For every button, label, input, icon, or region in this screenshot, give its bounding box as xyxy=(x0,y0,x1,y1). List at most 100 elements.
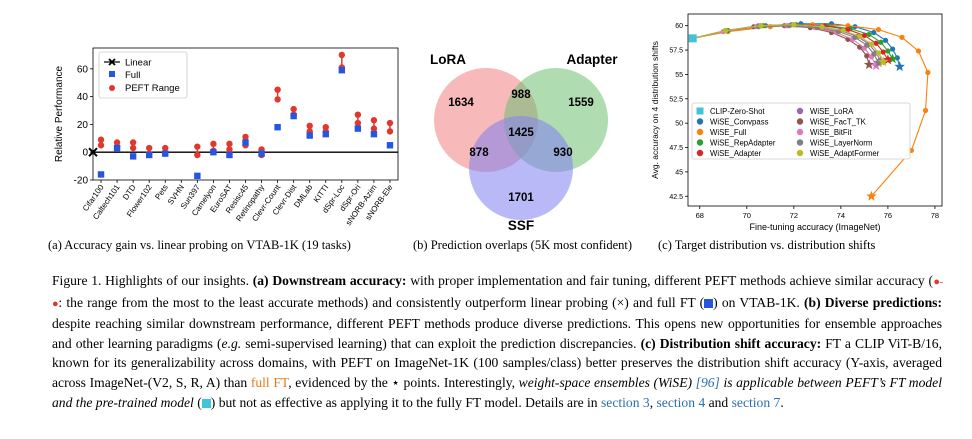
y-tick-label: 60 xyxy=(675,23,683,30)
series-point xyxy=(880,49,886,55)
caption-figure-label: Figure 1. Highlights of our insights. xyxy=(52,273,253,288)
full-ft-square-icon xyxy=(704,298,714,308)
venn-diagram: LoRA Adapter SSF 1634 1559 1701 988 878 930 1425 xyxy=(420,40,638,235)
series-point xyxy=(857,33,863,40)
venn-only-adapter: 1559 xyxy=(568,97,594,109)
series-point xyxy=(786,23,792,29)
peft-range-min-point xyxy=(370,125,378,132)
caption-heading-c: (c) Distribution shift accuracy: xyxy=(640,335,822,351)
full-ft-highlight: full FT xyxy=(250,374,289,390)
peft-range-max-point xyxy=(162,144,169,152)
y-tick-label: 60 xyxy=(77,64,89,75)
peft-range-min-point xyxy=(97,142,105,149)
legend-label: WiSE_LoRA xyxy=(810,107,854,116)
series-endpoint-star xyxy=(882,54,894,65)
legend-label: WiSE_RepAdapter xyxy=(710,139,776,148)
section-4-link[interactable]: section 4 xyxy=(656,394,706,410)
series-point xyxy=(885,48,891,54)
caption-heading-a: (a) Downstream accuracy: xyxy=(252,273,407,288)
series-point xyxy=(864,53,870,59)
series-point xyxy=(878,39,884,45)
caption-text: and xyxy=(705,394,732,410)
caption-text: , evidenced by the ⋆ points. Interesting… xyxy=(288,374,519,390)
caption-heading-b: (b) Diverse predictions: xyxy=(804,294,942,310)
series-point xyxy=(864,42,870,48)
legend-label: WiSE_BitFit xyxy=(810,128,852,137)
caption-text: despite reaching similar downstream perf… xyxy=(52,316,942,351)
distribution-shift-chart-svg: 68 70 72 74 76 78 42.5 45 47.5 50 52.5 55 57.5 60 Fine… xyxy=(650,13,943,232)
peft-range-max-point xyxy=(370,117,378,124)
caption-text: FT a CLIP ViT-B/16, known for its genera… xyxy=(52,335,942,390)
peft-range-max-point xyxy=(338,51,346,59)
x-tick-label: 74 xyxy=(837,211,845,220)
legend-marker xyxy=(696,139,704,146)
venn-adapter-ssf: 930 xyxy=(553,147,572,159)
legend-marker xyxy=(696,107,704,115)
caption-text: e.g. xyxy=(221,335,242,351)
peft-range-max-point xyxy=(354,111,362,118)
venn-all-three: 1425 xyxy=(508,127,534,139)
series-endpoint-star xyxy=(894,61,905,72)
peft-range-max-point xyxy=(306,122,313,130)
full-ft-point xyxy=(226,151,233,159)
citation-link[interactable]: [96] xyxy=(695,374,720,390)
legend-marker xyxy=(696,128,704,136)
full-ft-point xyxy=(386,142,394,149)
full-ft-point xyxy=(274,124,281,131)
full-ft-point xyxy=(258,150,265,157)
peft-range-min-point xyxy=(386,128,394,135)
caption-text: with proper implementation and fair tuni… xyxy=(406,273,933,288)
full-ft-point xyxy=(242,139,249,146)
y-tick-label: 20 xyxy=(77,120,89,131)
caption-text: , xyxy=(649,394,657,410)
full-ft-point xyxy=(129,153,137,160)
x-tick-label: 76 xyxy=(884,211,892,220)
legend-full-marker xyxy=(109,71,115,77)
peft-range-max-point xyxy=(113,139,121,146)
series-point xyxy=(819,24,825,30)
full-ft-point xyxy=(97,171,105,178)
y-tick-label: 40 xyxy=(77,92,89,103)
full-ft-point xyxy=(145,151,153,159)
section-3-link[interactable]: section 3 xyxy=(601,394,650,410)
caption-text: : the range from the most to the least a… xyxy=(58,294,705,310)
y-tick-label: 57.5 xyxy=(669,48,683,55)
legend-linear-label: Linear xyxy=(125,58,151,69)
series-point xyxy=(866,31,872,38)
series-line-wise-adaptformer xyxy=(692,24,884,63)
series-point xyxy=(791,22,797,28)
y-tick-label: 50 xyxy=(675,121,683,128)
full-ft-point xyxy=(338,67,346,74)
legend-box xyxy=(98,51,188,99)
peft-range-max-point xyxy=(129,139,137,146)
vtab-chart: -20 0 20 40 60 Relative Performance Cifar100 Ca… xyxy=(48,40,408,235)
series-point xyxy=(871,29,877,36)
caption-text: . xyxy=(780,394,784,410)
peft-range-max-point xyxy=(97,136,105,143)
legend-label: WiSE_Convpass xyxy=(710,118,769,127)
legend-peft-marker xyxy=(109,85,115,91)
venn-diagram-svg: LoRA Adapter SSF 1634 1559 1701 988 878 930 1425 xyxy=(430,52,618,233)
legend-label: CLIP-Zero-Shot xyxy=(710,107,765,116)
series-point xyxy=(894,55,900,61)
series-point xyxy=(868,41,875,47)
peft-range-min-point xyxy=(226,146,233,153)
subcaption-c: (c) Target distribution vs. distribution… xyxy=(658,238,876,252)
legend-peft-label: PEFT Range xyxy=(125,83,180,94)
subcaption-a: (a) Accuracy gain vs. linear probing on … xyxy=(48,238,351,252)
series-endpoint-star xyxy=(877,56,889,67)
legend-label: WiSE_FacT_TK xyxy=(810,118,867,127)
y-axis-label: Avg. accuracy on 4 distribution shifts xyxy=(650,41,660,179)
legend-label: WiSE_LayerNorm xyxy=(810,139,872,148)
clip-zero-shot-point xyxy=(688,34,697,43)
subcaption-b: (b) Prediction overlaps (5K most confide… xyxy=(413,238,633,252)
venn-only-lora: 1634 xyxy=(448,97,474,109)
section-7-link[interactable]: section 7 xyxy=(731,394,781,410)
x-tick-label: 68 xyxy=(696,211,704,220)
linear-point xyxy=(88,147,98,157)
x-tick-label: 72 xyxy=(790,211,798,220)
plot-frame xyxy=(687,13,943,207)
series-point xyxy=(882,37,889,43)
